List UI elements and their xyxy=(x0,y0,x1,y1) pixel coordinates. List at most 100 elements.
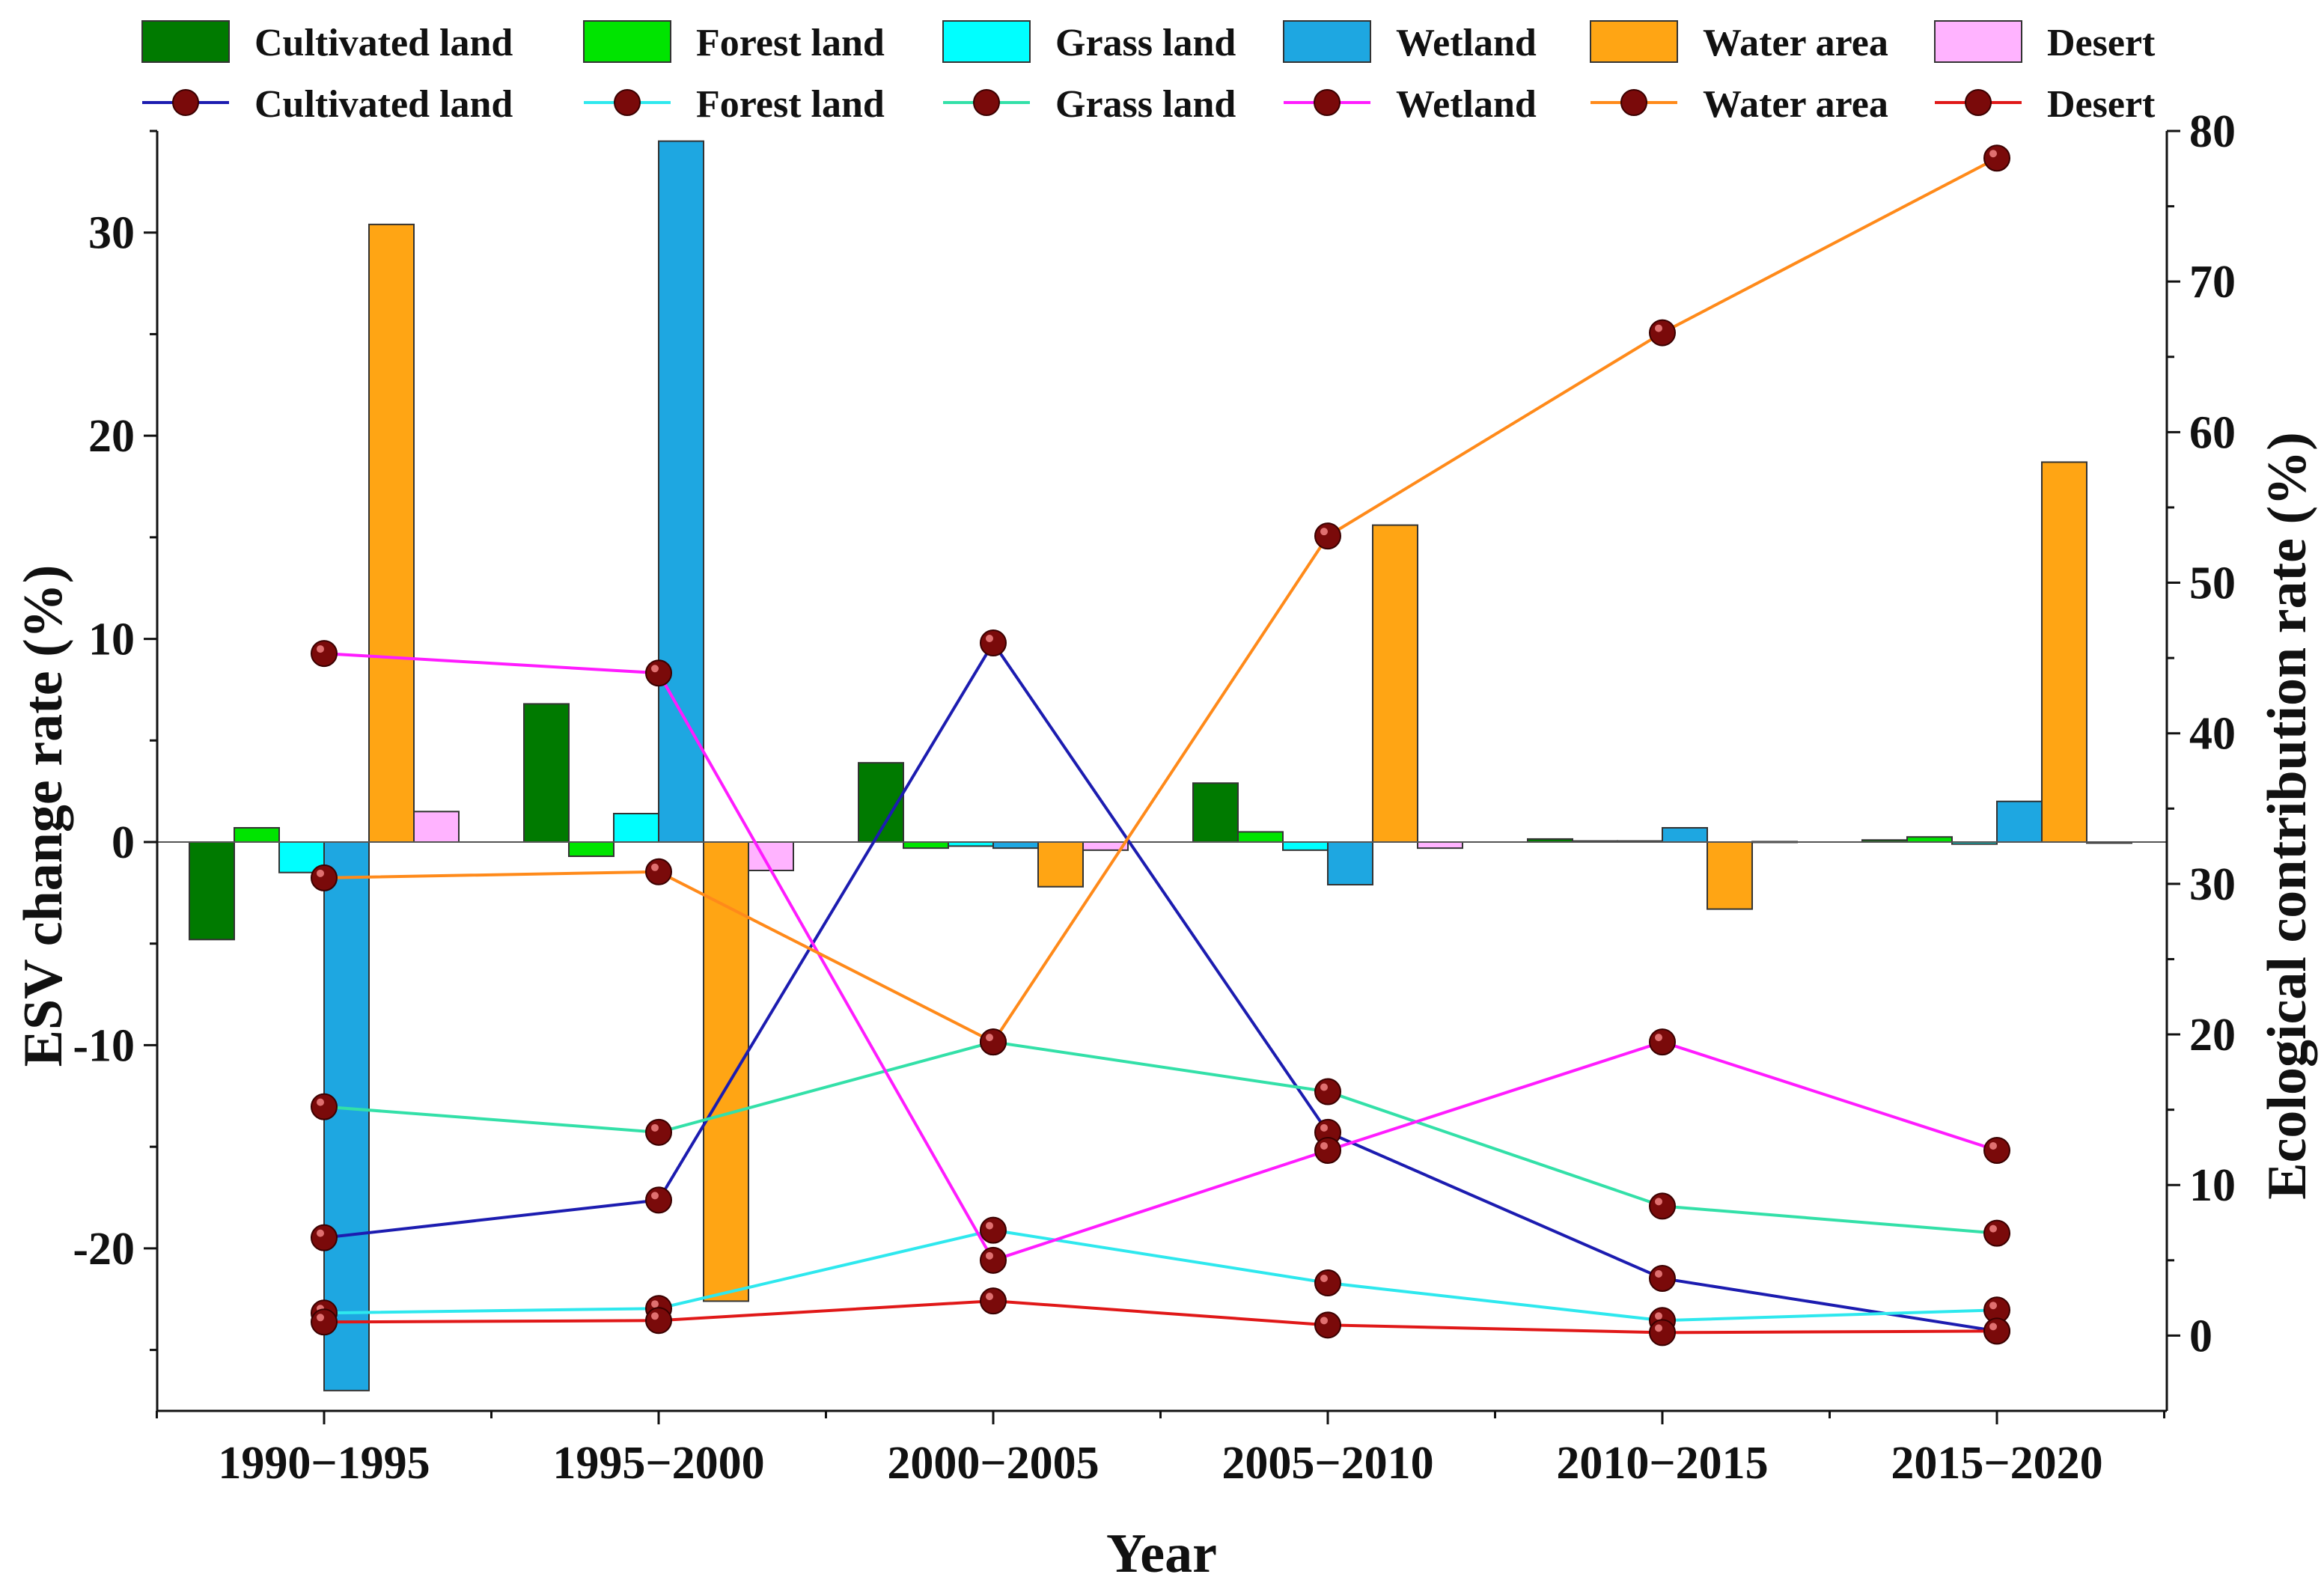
point-highlight-cultivated-land-4 xyxy=(1655,1269,1662,1278)
point-desert-3 xyxy=(1314,1311,1341,1339)
y2-tick-label-40: 40 xyxy=(2189,709,2236,760)
point-wetland-3 xyxy=(1314,1136,1341,1164)
bar-forest-land-3 xyxy=(1237,831,1284,844)
point-desert-0 xyxy=(311,1308,338,1336)
point-highlight-wetland-2 xyxy=(986,1251,993,1260)
point-desert-2 xyxy=(980,1287,1007,1315)
legend-bar-label-wetland: Wetland xyxy=(1396,22,1537,64)
bar-wetland-1 xyxy=(658,140,704,844)
legend-line-marker-grass-land xyxy=(973,89,1000,116)
y-tick-label-10: 10 xyxy=(88,614,135,665)
legend-line-marker-water-area xyxy=(1620,89,1647,116)
bar-wetland-4 xyxy=(1662,827,1708,843)
bar-water-area-5 xyxy=(2041,461,2087,844)
legend-line-label-wetland: Wetland xyxy=(1396,83,1537,126)
bar-water-area-2 xyxy=(1037,841,1084,888)
point-grass-land-1 xyxy=(645,1118,672,1146)
point-highlight-wetland-5 xyxy=(1989,1141,1997,1150)
line-layer xyxy=(311,144,2010,1347)
bar-forest-land-5 xyxy=(1906,836,1953,843)
legend-bar-label-cultivated-land: Cultivated land xyxy=(254,22,513,64)
point-highlight-water-area-2 xyxy=(986,1034,993,1042)
legend-line-marker-cultivated-land xyxy=(172,89,199,116)
y2-tick-label-20: 20 xyxy=(2189,1010,2236,1061)
bar-wetland-2 xyxy=(992,841,1039,850)
point-highlight-cultivated-land-3 xyxy=(1320,1123,1328,1132)
line-grass-land xyxy=(323,1040,1998,1235)
point-highlight-grass-land-3 xyxy=(1320,1083,1328,1091)
point-highlight-water-area-5 xyxy=(1989,150,1997,158)
bar-desert-0 xyxy=(413,811,460,844)
x-tick-label-1: 1995−2000 xyxy=(552,1438,764,1489)
bar-cultivated-land-3 xyxy=(1192,782,1239,844)
legend: Cultivated land Forest land Grass land Wetl… xyxy=(141,20,2156,126)
point-highlight-cultivated-land-1 xyxy=(651,1192,659,1200)
legend-bar-label-water-area: Water area xyxy=(1703,22,1888,64)
point-highlight-desert-5 xyxy=(1989,1323,1997,1331)
point-cultivated-land-2 xyxy=(980,629,1007,656)
point-highlight-forest-land-2 xyxy=(986,1222,993,1230)
point-highlight-wetland-1 xyxy=(651,665,659,673)
legend-bar-label-grass-land: Grass land xyxy=(1055,22,1236,64)
point-desert-5 xyxy=(1983,1317,2010,1345)
y-tick-label-20: 20 xyxy=(88,411,135,462)
point-highlight-wetland-4 xyxy=(1655,1034,1662,1042)
point-highlight-cultivated-land-0 xyxy=(317,1229,324,1237)
point-highlight-wetland-3 xyxy=(1320,1141,1328,1150)
y2-tick-label-50: 50 xyxy=(2189,558,2236,609)
point-desert-1 xyxy=(645,1307,672,1335)
point-water-area-1 xyxy=(645,858,672,885)
y-tick-label-0: 0 xyxy=(112,817,135,868)
y2-axis-title: Ecological contribution rate (%) xyxy=(2257,432,2318,1200)
point-highlight-desert-3 xyxy=(1320,1317,1328,1325)
line-forest-land xyxy=(323,1228,1998,1323)
legend-line-label-desert: Desert xyxy=(2047,83,2156,126)
point-highlight-forest-land-4 xyxy=(1655,1312,1662,1320)
y-tick-label-30: 30 xyxy=(88,208,135,259)
line-desert xyxy=(323,1299,1998,1335)
y2-tick-label-10: 10 xyxy=(2189,1160,2236,1211)
point-forest-land-3 xyxy=(1314,1269,1341,1296)
y2-tick-label-70: 70 xyxy=(2189,257,2236,308)
point-forest-land-2 xyxy=(980,1216,1007,1244)
y2-tick-label-80: 80 xyxy=(2189,106,2236,157)
legend-bar-swatch-grass-land xyxy=(942,20,1031,63)
y-axis-title: ESV change rate (%) xyxy=(13,565,74,1067)
bar-grass-land-3 xyxy=(1282,841,1329,851)
point-grass-land-4 xyxy=(1649,1192,1676,1220)
legend-line-label-grass-land: Grass land xyxy=(1055,83,1236,126)
legend-line-marker-desert xyxy=(1965,89,1992,116)
bar-forest-land-1 xyxy=(568,841,614,857)
bar-water-area-3 xyxy=(1372,524,1418,843)
bar-forest-land-0 xyxy=(234,827,280,843)
point-water-area-0 xyxy=(311,864,338,891)
x-tick-label-2: 2000−2005 xyxy=(887,1438,1099,1489)
point-highlight-wetland-0 xyxy=(317,645,324,653)
line-cultivated-land xyxy=(323,640,1998,1333)
point-desert-4 xyxy=(1649,1319,1676,1347)
bar-desert-3 xyxy=(1417,841,1463,850)
y2-tick-label-0: 0 xyxy=(2189,1311,2212,1361)
bar-water-area-0 xyxy=(368,223,415,844)
legend-bar-swatch-forest-land xyxy=(583,20,671,63)
point-cultivated-land-0 xyxy=(311,1224,338,1251)
point-water-area-3 xyxy=(1314,522,1341,550)
line-water-area xyxy=(323,156,1998,1044)
x-tick-label-4: 2010−2015 xyxy=(1556,1438,1768,1489)
point-highlight-desert-4 xyxy=(1655,1324,1662,1332)
point-highlight-water-area-1 xyxy=(651,863,659,871)
bar-wetland-5 xyxy=(1996,800,2043,843)
bar-wetland-3 xyxy=(1327,841,1373,885)
point-highlight-desert-0 xyxy=(317,1314,324,1322)
bar-forest-land-2 xyxy=(903,841,949,850)
point-cultivated-land-1 xyxy=(645,1186,672,1214)
legend-bar-swatch-cultivated-land xyxy=(141,20,230,63)
point-grass-land-5 xyxy=(1983,1219,2010,1247)
bar-cultivated-land-0 xyxy=(189,841,235,941)
point-wetland-1 xyxy=(645,659,672,687)
point-highlight-forest-land-5 xyxy=(1989,1302,1997,1310)
x-tick-label-3: 2005−2010 xyxy=(1222,1438,1433,1489)
legend-bar-label-forest-land: Forest land xyxy=(696,22,885,64)
point-grass-land-0 xyxy=(311,1093,338,1120)
